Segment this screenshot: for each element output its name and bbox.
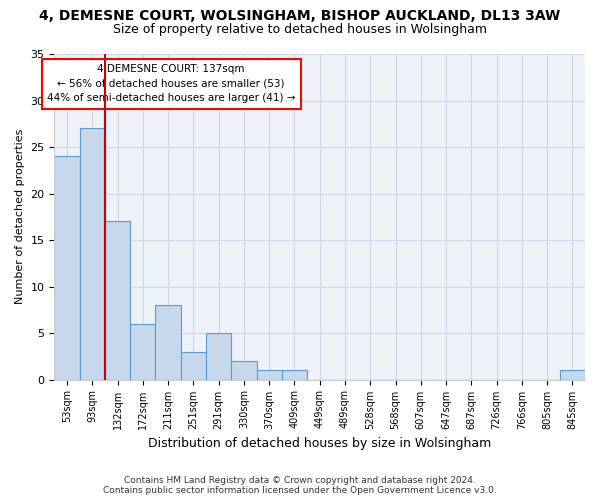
Bar xyxy=(206,333,231,380)
Bar xyxy=(257,370,282,380)
Text: Size of property relative to detached houses in Wolsingham: Size of property relative to detached ho… xyxy=(113,22,487,36)
Bar xyxy=(80,128,105,380)
Y-axis label: Number of detached properties: Number of detached properties xyxy=(15,129,25,304)
Text: Contains HM Land Registry data © Crown copyright and database right 2024.
Contai: Contains HM Land Registry data © Crown c… xyxy=(103,476,497,495)
Bar xyxy=(105,222,130,380)
Bar xyxy=(560,370,585,380)
Text: 4, DEMESNE COURT, WOLSINGHAM, BISHOP AUCKLAND, DL13 3AW: 4, DEMESNE COURT, WOLSINGHAM, BISHOP AUC… xyxy=(40,9,560,23)
Bar xyxy=(282,370,307,380)
Bar xyxy=(231,361,257,380)
Bar xyxy=(130,324,155,380)
Bar xyxy=(181,352,206,380)
X-axis label: Distribution of detached houses by size in Wolsingham: Distribution of detached houses by size … xyxy=(148,437,491,450)
Bar xyxy=(155,305,181,380)
Text: 4 DEMESNE COURT: 137sqm
← 56% of detached houses are smaller (53)
44% of semi-de: 4 DEMESNE COURT: 137sqm ← 56% of detache… xyxy=(47,64,295,104)
Bar xyxy=(55,156,80,380)
